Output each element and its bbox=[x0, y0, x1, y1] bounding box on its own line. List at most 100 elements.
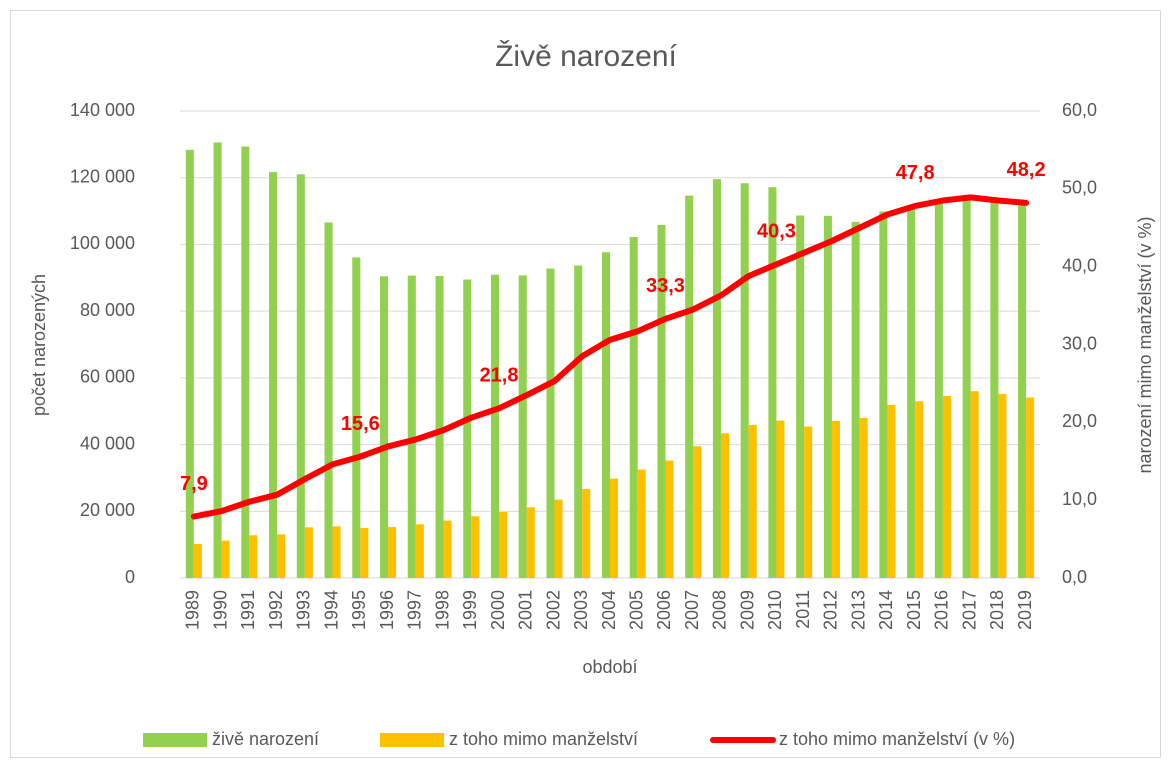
y-tick-label: 60 000 bbox=[80, 367, 135, 387]
x-tick-label: 1997 bbox=[405, 590, 425, 630]
bar bbox=[776, 420, 785, 578]
chart-border bbox=[10, 10, 1161, 758]
bar bbox=[859, 417, 868, 578]
bar bbox=[443, 520, 452, 578]
x-tick-label: 2017 bbox=[959, 590, 979, 630]
x-tick-label: 2013 bbox=[848, 590, 868, 630]
bar bbox=[851, 221, 860, 578]
bar bbox=[720, 433, 730, 578]
data-label: 48,2 bbox=[1007, 159, 1046, 181]
bar bbox=[249, 535, 258, 578]
bar bbox=[740, 183, 749, 578]
bar bbox=[324, 222, 333, 578]
bar bbox=[241, 146, 250, 578]
bar bbox=[499, 511, 508, 578]
x-tick-label: 2012 bbox=[821, 590, 841, 630]
x-tick-label: 2001 bbox=[516, 590, 536, 630]
x-tick-label: 2010 bbox=[765, 590, 785, 630]
bar bbox=[657, 224, 666, 578]
bar bbox=[463, 279, 472, 578]
bar bbox=[915, 401, 924, 578]
data-label: 21,8 bbox=[480, 365, 519, 387]
bar bbox=[332, 526, 341, 578]
bar bbox=[185, 149, 194, 578]
bar bbox=[629, 237, 638, 578]
data-label: 15,6 bbox=[341, 413, 380, 435]
x-tick-label: 2009 bbox=[737, 590, 757, 630]
bar bbox=[962, 196, 971, 578]
bar bbox=[526, 507, 535, 578]
bar bbox=[213, 142, 222, 578]
bar bbox=[546, 268, 555, 578]
y2-axis-title: narození mimo manželství (v %) bbox=[1135, 216, 1155, 473]
bar bbox=[277, 534, 286, 578]
bar bbox=[693, 446, 702, 578]
bar bbox=[823, 215, 832, 579]
y2-tick-label: 50,0 bbox=[1062, 178, 1097, 198]
line-series bbox=[190, 194, 1030, 520]
chart-title: Živě narození bbox=[495, 40, 677, 73]
data-label: 7,9 bbox=[180, 473, 208, 495]
x-tick-label: 2006 bbox=[654, 590, 674, 630]
bar bbox=[471, 516, 480, 578]
x-tick-label: 1996 bbox=[377, 590, 397, 630]
y2-tick-label: 40,0 bbox=[1062, 255, 1097, 275]
x-tick-label: 2016 bbox=[932, 590, 952, 630]
bar bbox=[352, 257, 361, 578]
x-tick-label: 1992 bbox=[266, 590, 286, 630]
y2-tick-label: 20,0 bbox=[1062, 411, 1097, 431]
bar bbox=[1026, 397, 1035, 578]
bar bbox=[887, 404, 896, 578]
bar bbox=[380, 276, 389, 578]
bar bbox=[796, 215, 805, 578]
x-tick-label: 1991 bbox=[238, 590, 258, 630]
bar bbox=[193, 543, 202, 578]
bar bbox=[831, 420, 840, 578]
data-label: 40,3 bbox=[757, 221, 796, 243]
bar bbox=[407, 275, 416, 578]
bar bbox=[970, 391, 979, 578]
bar bbox=[304, 527, 313, 578]
bar bbox=[582, 488, 591, 578]
bar bbox=[942, 395, 951, 578]
bar bbox=[665, 460, 674, 578]
bar bbox=[1018, 203, 1027, 578]
bar bbox=[712, 179, 721, 579]
bar bbox=[490, 274, 500, 578]
x-tick-label: 2015 bbox=[904, 590, 924, 630]
x-tick-label: 2018 bbox=[987, 590, 1007, 630]
x-tick-label: 1999 bbox=[460, 590, 480, 630]
bar bbox=[435, 276, 444, 578]
bar bbox=[748, 424, 757, 578]
x-tick-label: 1990 bbox=[210, 590, 230, 630]
legend-label: z toho mimo manželství (v %) bbox=[779, 729, 1015, 749]
bar bbox=[554, 499, 563, 578]
y2-tick-label: 10,0 bbox=[1062, 489, 1097, 509]
legend-label: z toho mimo manželství bbox=[449, 729, 638, 749]
x-tick-label: 2002 bbox=[543, 590, 563, 630]
legend-swatch bbox=[143, 733, 207, 747]
bar bbox=[518, 275, 527, 578]
x-tick-label: 1993 bbox=[294, 590, 314, 630]
bar bbox=[685, 195, 694, 578]
bar bbox=[360, 527, 369, 578]
bar bbox=[768, 187, 777, 578]
x-tick-label: 1995 bbox=[349, 590, 369, 630]
x-tick-label: 1994 bbox=[321, 590, 341, 630]
data-label: 47,8 bbox=[896, 162, 935, 184]
x-tick-label: 2014 bbox=[876, 590, 896, 630]
x-tick-label: 1998 bbox=[432, 590, 452, 630]
bar bbox=[610, 478, 619, 578]
x-tick-label: 2005 bbox=[626, 590, 646, 630]
bar bbox=[990, 197, 999, 578]
bar bbox=[934, 202, 943, 578]
x-tick-label: 2003 bbox=[571, 590, 591, 630]
bar bbox=[574, 265, 583, 578]
bar bbox=[998, 393, 1007, 578]
x-tick-label: 2011 bbox=[793, 590, 813, 629]
y-tick-label: 20 000 bbox=[80, 500, 135, 520]
x-tick-label: 2004 bbox=[599, 590, 619, 630]
y2-tick-label: 30,0 bbox=[1062, 333, 1097, 353]
y-tick-label: 0 bbox=[125, 567, 135, 587]
